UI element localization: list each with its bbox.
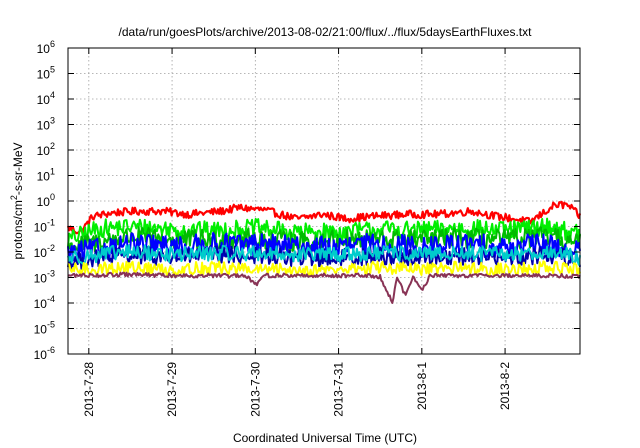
series-line-2 bbox=[67, 217, 581, 248]
y-tick-exp: 0 bbox=[50, 192, 55, 202]
x-tick-label: 2013-8-1 bbox=[415, 362, 429, 410]
y-tick-exp: -4 bbox=[47, 294, 55, 304]
y-tick-base: 10 bbox=[34, 221, 48, 235]
x-tick-label: 2013-7-30 bbox=[248, 362, 262, 417]
y-tick-base: 10 bbox=[34, 323, 48, 337]
series-line-6 bbox=[67, 244, 581, 266]
x-tick-label: 2013-7-28 bbox=[82, 362, 96, 417]
chart-title: /data/run/goesPlots/archive/2013-08-02/2… bbox=[119, 25, 533, 39]
y-tick-exp: 2 bbox=[50, 141, 55, 151]
axis-ticks bbox=[68, 47, 580, 355]
y-tick-label: 106 bbox=[37, 39, 55, 56]
y-tick-exp: 4 bbox=[50, 90, 55, 100]
series-line-7 bbox=[67, 260, 581, 278]
y-tick-base: 10 bbox=[34, 246, 48, 260]
y-tick-exp: -2 bbox=[47, 243, 55, 253]
y-tick-label: 103 bbox=[37, 116, 55, 133]
y-tick-exp: -3 bbox=[47, 269, 55, 279]
y-tick-exp: -5 bbox=[47, 320, 55, 330]
y-tick-base: 10 bbox=[37, 195, 51, 209]
y-tick-label: 101 bbox=[37, 167, 55, 184]
series-line-5 bbox=[67, 245, 581, 272]
x-tick-label: 2013-8-2 bbox=[498, 362, 512, 410]
series-group bbox=[66, 200, 582, 304]
y-tick-base: 10 bbox=[37, 144, 51, 158]
y-tick-label: 10-2 bbox=[34, 243, 55, 260]
y-axis-label: protons/cm2-s-sr-MeV bbox=[9, 142, 25, 259]
y-tick-base: 10 bbox=[34, 297, 48, 311]
y-tick-exp: 1 bbox=[50, 167, 55, 177]
y-tick-label: 100 bbox=[37, 192, 55, 209]
y-tick-exp: -1 bbox=[47, 218, 55, 228]
x-tick-label: 2013-7-31 bbox=[332, 362, 346, 417]
y-axis-label-sup: 2 bbox=[9, 195, 19, 200]
series-line-8 bbox=[67, 271, 581, 304]
y-axis-label-base: protons/cm bbox=[11, 200, 25, 259]
x-axis-label: Coordinated Universal Time (UTC) bbox=[233, 431, 417, 445]
y-tick-label: 10-1 bbox=[34, 218, 55, 235]
y-tick-exp: 6 bbox=[50, 39, 55, 49]
grid bbox=[68, 48, 580, 354]
y-tick-label: 105 bbox=[37, 65, 55, 82]
y-axis-label-rest: -s-sr-MeV bbox=[11, 142, 25, 195]
y-tick-label: 10-4 bbox=[34, 294, 55, 311]
y-tick-labels: 10610510410310210110010-110-210-310-410-… bbox=[34, 39, 55, 362]
y-tick-base: 10 bbox=[37, 93, 51, 107]
y-tick-label: 104 bbox=[37, 90, 55, 107]
y-tick-base: 10 bbox=[37, 119, 51, 133]
y-tick-exp: 5 bbox=[50, 65, 55, 75]
series-line-1 bbox=[66, 200, 582, 235]
y-tick-base: 10 bbox=[37, 68, 51, 82]
y-tick-label: 10-5 bbox=[34, 320, 55, 337]
y-tick-exp: -6 bbox=[47, 345, 55, 355]
y-tick-label: 102 bbox=[37, 141, 55, 158]
x-tick-label: 2013-7-29 bbox=[165, 362, 179, 417]
y-tick-exp: 3 bbox=[50, 116, 55, 126]
y-tick-base: 10 bbox=[34, 272, 48, 286]
y-tick-base: 10 bbox=[37, 170, 51, 184]
x-tick-labels: 2013-7-28 2013-7-29 2013-7-30 2013-7-31 2013… bbox=[82, 362, 512, 417]
y-tick-label: 10-6 bbox=[34, 345, 55, 362]
y-tick-base: 10 bbox=[37, 42, 51, 56]
y-tick-label: 10-3 bbox=[34, 269, 55, 286]
y-tick-base: 10 bbox=[34, 348, 48, 362]
